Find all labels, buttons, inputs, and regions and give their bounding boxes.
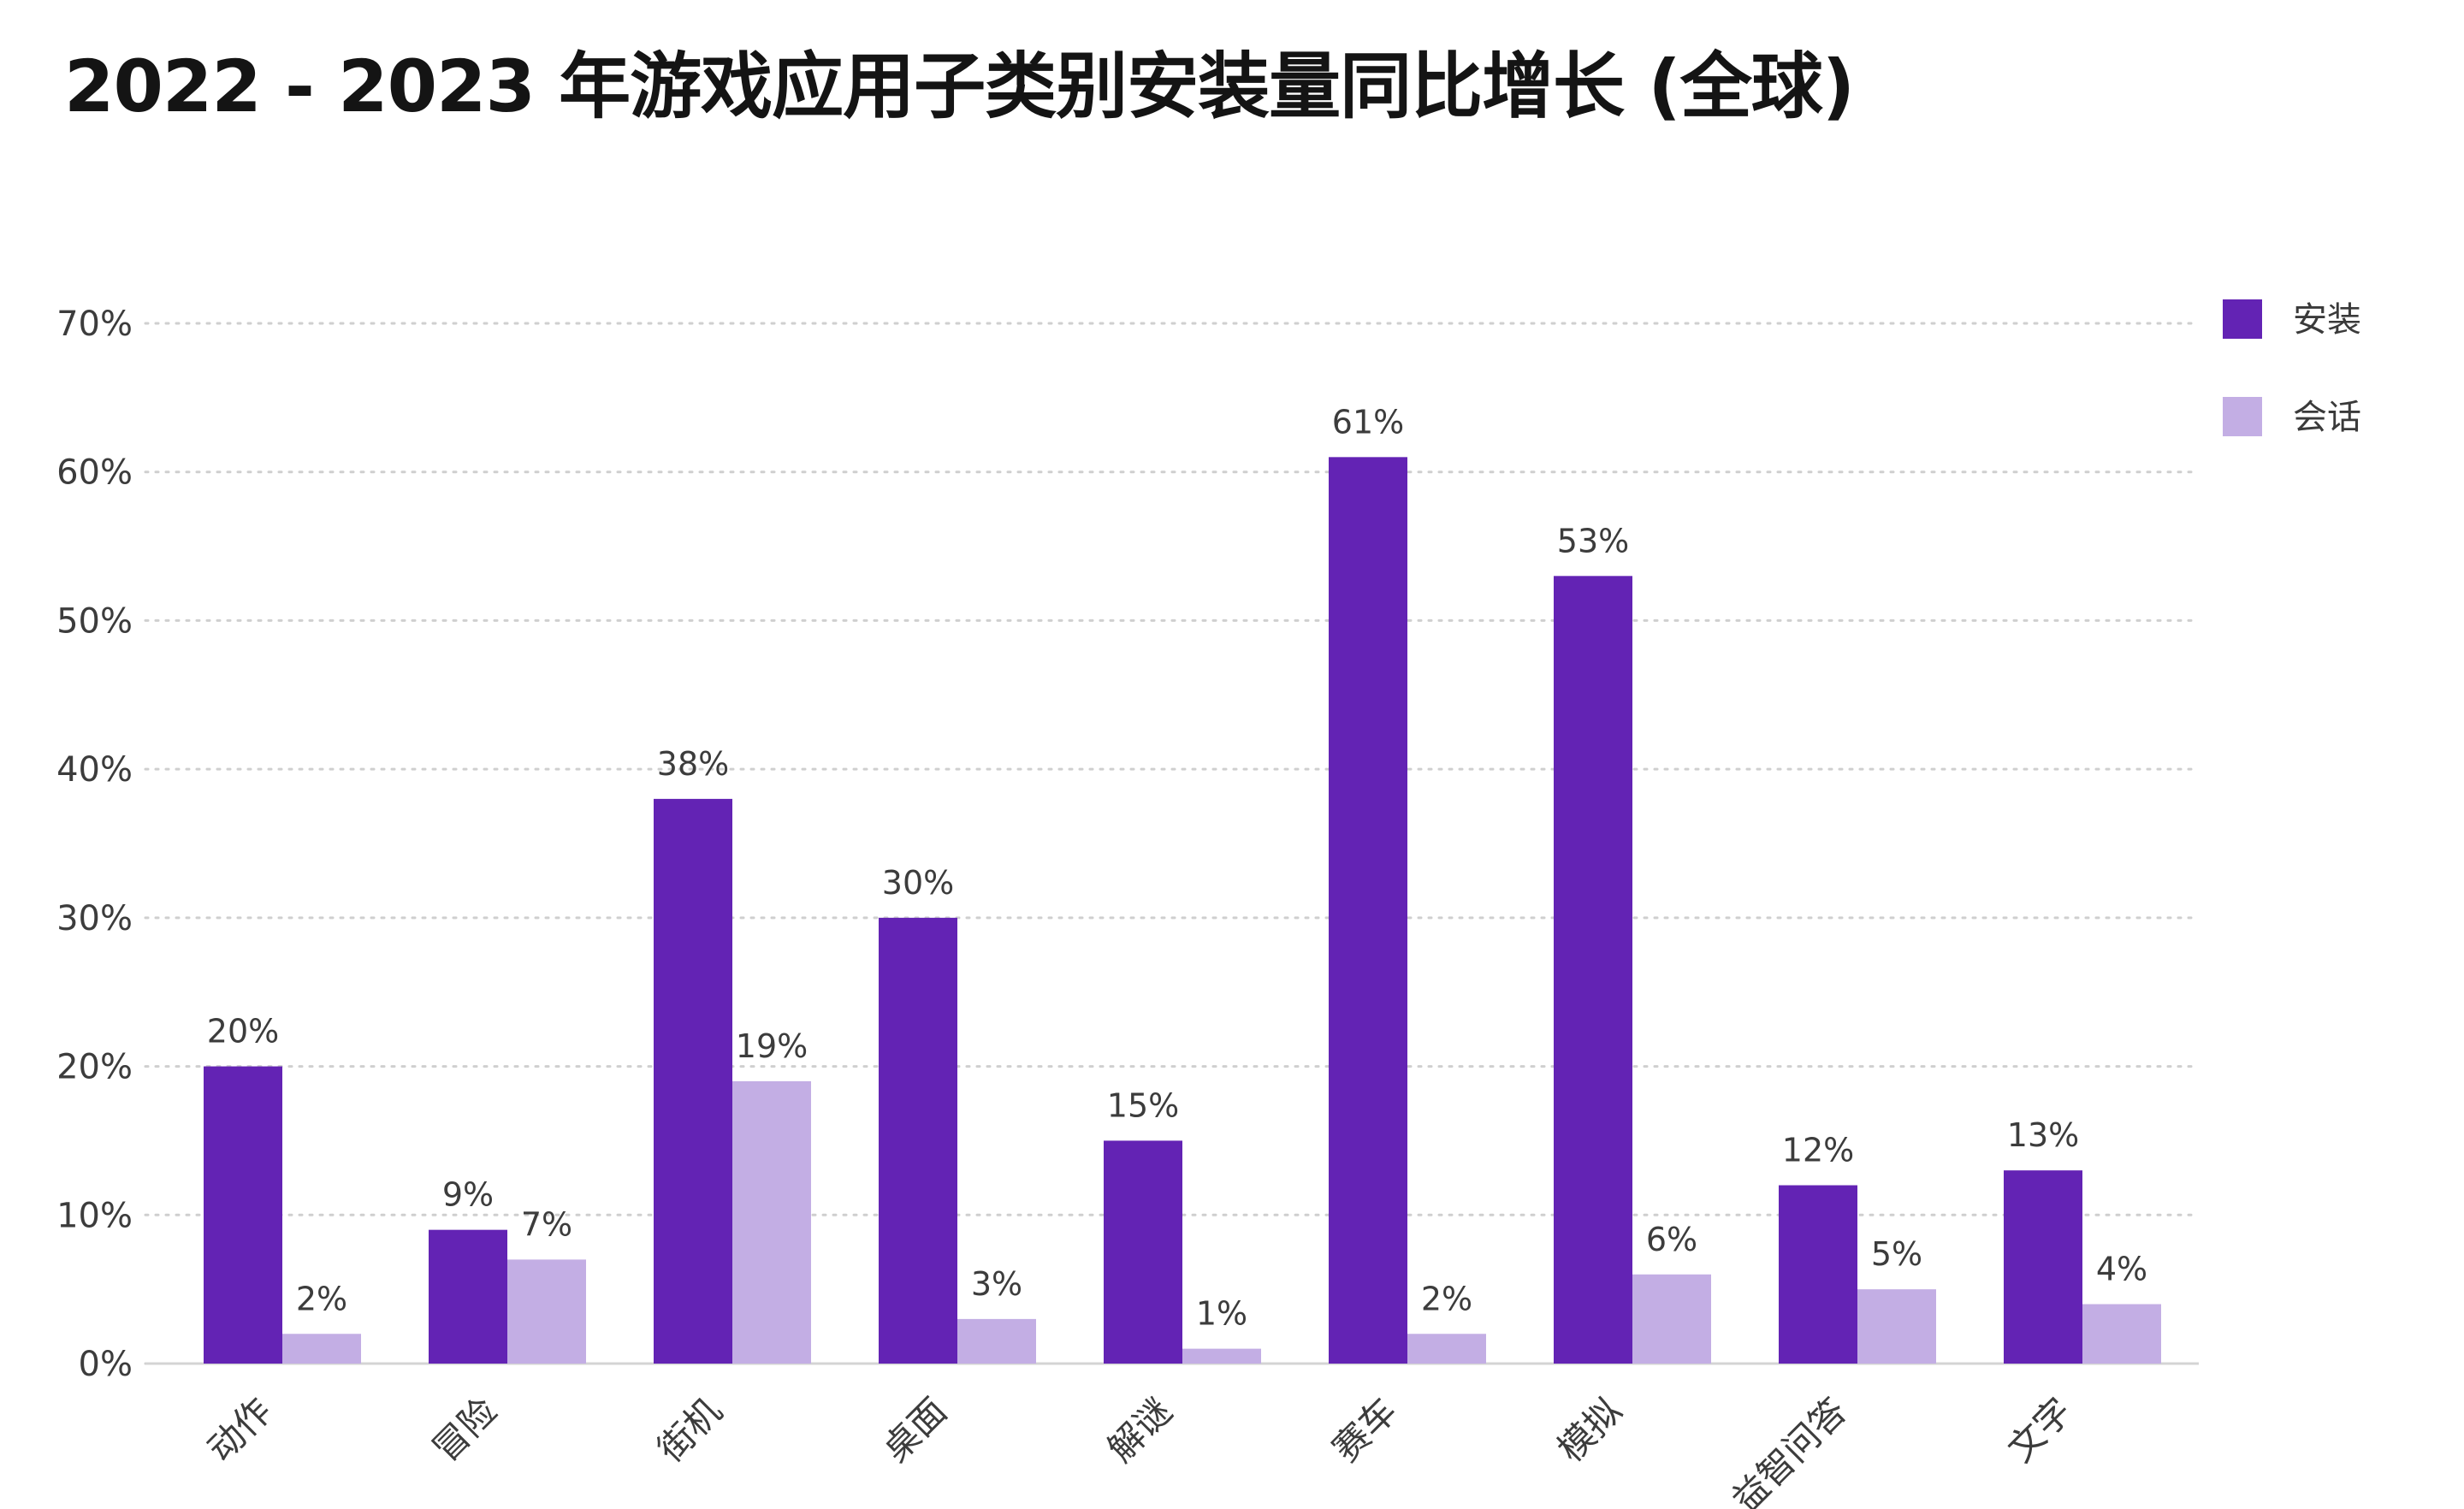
data-label-installs: 12%	[1782, 1132, 1854, 1169]
x-tick-label: 益智问答	[1724, 1389, 1855, 1509]
x-tick-label: 街机	[649, 1389, 730, 1470]
bars	[204, 457, 2161, 1364]
data-label-installs: 20%	[207, 1013, 279, 1050]
bar-sessions[interactable]	[732, 1080, 811, 1364]
data-label-installs: 30%	[882, 864, 954, 902]
bar-installs[interactable]	[1104, 1140, 1182, 1364]
y-tick-label: 0%	[79, 1345, 133, 1384]
bar-sessions[interactable]	[1857, 1289, 1936, 1364]
legend-label-installs: 安装	[2293, 300, 2361, 340]
bar-sessions[interactable]	[1182, 1348, 1261, 1364]
x-tick-label: 赛车	[1324, 1389, 1405, 1470]
x-tick-label: 解谜	[1099, 1389, 1180, 1470]
x-axis-ticks: 动作 冒险 街机 桌面 解谜 赛车 模拟 益智问答 文字	[199, 1389, 2080, 1509]
y-tick-label: 10%	[56, 1196, 133, 1235]
bar-installs[interactable]	[2004, 1170, 2082, 1364]
y-tick-label: 30%	[56, 899, 133, 938]
data-label-sessions: 7%	[521, 1205, 572, 1243]
bar-installs[interactable]	[1329, 457, 1407, 1364]
y-tick-label: 70%	[56, 305, 133, 344]
data-label-installs: 15%	[1107, 1086, 1179, 1124]
bar-installs[interactable]	[204, 1066, 282, 1364]
bar-sessions[interactable]	[282, 1334, 361, 1364]
data-label-installs: 9%	[442, 1176, 494, 1214]
data-label-sessions: 4%	[2096, 1251, 2147, 1288]
data-labels: 20% 2% 9% 7% 38% 19% 30% 3% 15% 1% 61% 2% 53% 6% 12% 5%…	[207, 403, 2147, 1332]
data-label-installs: 61%	[1332, 403, 1404, 441]
data-label-installs: 53%	[1557, 522, 1629, 559]
bar-installs[interactable]	[1779, 1185, 1857, 1364]
bar-installs[interactable]	[429, 1229, 507, 1364]
x-tick-label: 动作	[199, 1389, 280, 1470]
data-label-installs: 13%	[2007, 1116, 2079, 1154]
bar-sessions[interactable]	[2082, 1304, 2161, 1364]
y-axis-ticks: 0% 10% 20% 30% 40% 50% 60% 70%	[56, 305, 133, 1384]
data-label-sessions: 6%	[1646, 1221, 1697, 1258]
bar-installs[interactable]	[654, 798, 732, 1364]
y-tick-label: 20%	[56, 1048, 133, 1087]
bar-installs[interactable]	[1554, 576, 1632, 1364]
data-label-sessions: 3%	[971, 1265, 1022, 1303]
y-tick-label: 40%	[56, 750, 133, 790]
legend-label-sessions: 会话	[2293, 398, 2361, 437]
x-tick-label: 模拟	[1549, 1389, 1630, 1470]
data-label-sessions: 2%	[1421, 1280, 1472, 1317]
bar-sessions[interactable]	[957, 1318, 1036, 1364]
legend-swatch-sessions	[2223, 397, 2262, 436]
bar-sessions[interactable]	[1407, 1334, 1486, 1364]
bar-installs[interactable]	[879, 917, 957, 1364]
x-tick-label: 冒险	[424, 1389, 505, 1470]
legend-swatch-installs	[2223, 299, 2262, 339]
chart-title: 2022 - 2023 年游戏应用子类别安装量同比增长 (全球)	[64, 44, 1855, 128]
data-label-sessions: 2%	[296, 1280, 347, 1317]
y-tick-label: 60%	[56, 453, 133, 493]
y-tick-label: 50%	[56, 601, 133, 641]
x-tick-label: 桌面	[874, 1389, 955, 1470]
bar-sessions[interactable]	[507, 1259, 586, 1364]
data-label-sessions: 1%	[1196, 1295, 1247, 1333]
x-tick-label: 文字	[1999, 1389, 2080, 1470]
bar-sessions[interactable]	[1632, 1274, 1711, 1364]
data-label-sessions: 19%	[736, 1027, 808, 1065]
data-label-sessions: 5%	[1871, 1235, 1922, 1273]
data-label-installs: 38%	[657, 745, 729, 783]
